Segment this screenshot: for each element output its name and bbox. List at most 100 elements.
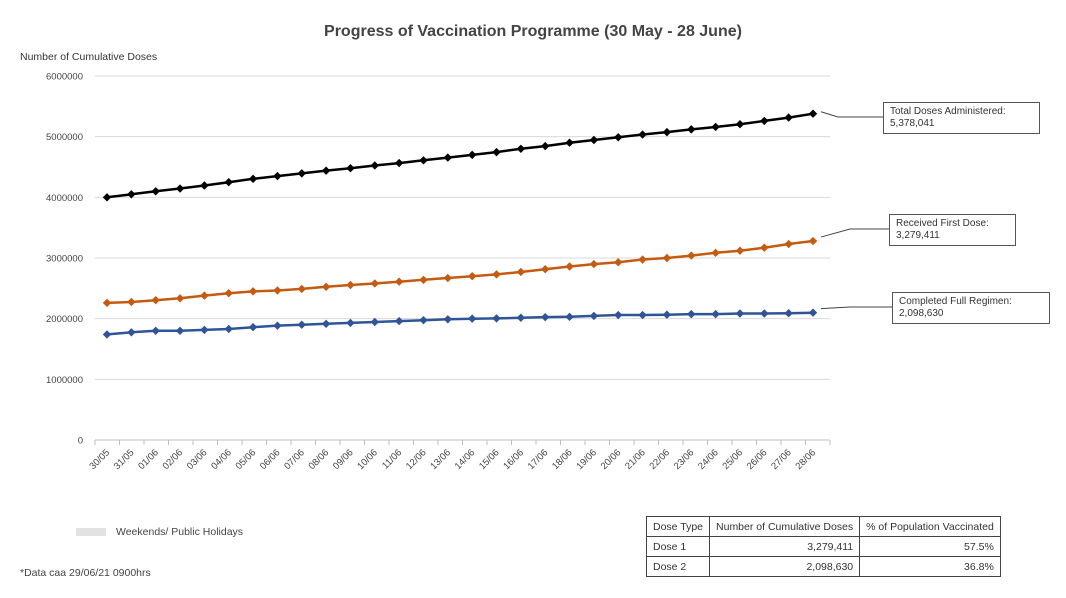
callout-leader-1 [820, 111, 883, 118]
data-point [175, 326, 185, 335]
data-point [492, 270, 501, 279]
series-line-2 [106, 239, 814, 305]
data-point [687, 309, 696, 319]
y-axis-label: Number of Cumulative Doses [20, 51, 157, 63]
data-point [200, 181, 209, 190]
data-point [273, 321, 282, 330]
data-point [614, 310, 623, 320]
data-point [394, 316, 404, 326]
data-point [760, 116, 769, 126]
data-point [419, 156, 428, 165]
data-point [102, 298, 112, 308]
callout-total-doses: Total Doses Administered: 5,378,041 [883, 102, 1040, 134]
data-point [297, 169, 306, 178]
data-point [735, 120, 745, 129]
x-tick-label: 11/06 [380, 447, 404, 471]
data-point [200, 291, 209, 300]
data-point [297, 320, 306, 329]
data-point [419, 275, 428, 285]
dose-type-cell: Dose 2 [645, 556, 711, 577]
data-point [394, 277, 404, 286]
y-tick-label: 5000000 [46, 132, 83, 143]
summary-header-row: Dose Type Number of Cumulative Doses % o… [645, 516, 1001, 537]
data-point [370, 279, 379, 288]
x-tick-label: 30/05 [88, 447, 113, 472]
y-tick-label: 3000000 [46, 254, 83, 265]
table-row: Dose 2 2,098,630 36.8% [645, 556, 1001, 577]
data-point [565, 312, 574, 322]
y-tick-label: 2000000 [46, 314, 83, 325]
callout-total-value: 5,378,041 [890, 118, 935, 129]
data-point [541, 312, 550, 322]
header-dose-type: Dose Type [645, 516, 711, 537]
legend-label-weekends: Weekends/ Public Holidays [116, 526, 244, 538]
x-tick-label: 20/06 [599, 447, 624, 472]
data-point [808, 236, 818, 246]
x-tick-label: 12/06 [404, 447, 429, 472]
x-tick-label: 10/06 [355, 447, 380, 472]
data-point [102, 330, 112, 339]
data-point [687, 125, 696, 134]
data-point [127, 328, 136, 337]
x-tick-label: 15/06 [477, 447, 502, 472]
data-point [273, 171, 282, 181]
data-point [248, 322, 258, 332]
data-point [394, 158, 404, 168]
data-point [346, 318, 355, 328]
gridlines [95, 75, 830, 380]
summary-table: Dose Type Number of Cumulative Doses % o… [645, 516, 1001, 577]
callout-leader-3 [820, 306, 892, 310]
data-point [541, 265, 550, 274]
data-point [151, 295, 160, 305]
x-tick-label: 01/06 [136, 447, 161, 472]
cumulative-doses-cell: 2,098,630 [709, 556, 861, 577]
data-point [443, 153, 453, 162]
header-pct-vaccinated: % of Population Vaccinated [859, 516, 1001, 537]
callout-full-value: 2,098,630 [899, 308, 944, 319]
data-point [346, 280, 355, 290]
data-point [443, 273, 453, 283]
callout-first-dose: Received First Dose: 3,279,411 [889, 214, 1016, 246]
x-tick-label: 26/06 [745, 447, 770, 472]
data-point [638, 310, 647, 320]
cumulative-doses-cell: 3,279,411 [709, 536, 861, 557]
legend: Weekends/ Public Holidays [76, 526, 243, 538]
x-tick-label: 28/06 [794, 447, 819, 472]
data-point [419, 315, 428, 325]
data-point [321, 319, 331, 329]
x-tick-label: 06/06 [258, 447, 283, 472]
x-tick-label: 23/06 [672, 447, 697, 472]
data-point [321, 166, 331, 175]
chart-title: Progress of Vaccination Programme (30 Ma… [324, 23, 742, 40]
data-point [662, 127, 672, 137]
data-point [467, 314, 477, 323]
data-point [321, 282, 331, 292]
data-point [638, 255, 647, 264]
x-tick-label: 31/05 [112, 447, 137, 472]
data-point [589, 259, 599, 269]
x-tick-label: 09/06 [331, 447, 356, 472]
x-tick-label: 27/06 [769, 447, 794, 472]
header-cumulative-doses: Number of Cumulative Doses [709, 516, 861, 537]
data-point [711, 248, 720, 258]
data-point [760, 243, 769, 252]
x-tick-label: 18/06 [550, 447, 575, 472]
data-point [370, 317, 379, 327]
data-point [614, 133, 623, 142]
data-point [662, 310, 672, 319]
series-lines [102, 109, 818, 339]
x-tick-label: 05/06 [234, 447, 259, 472]
data-point [224, 177, 233, 187]
data-point [589, 135, 599, 145]
pct-vaccinated-cell: 36.8% [859, 556, 1001, 577]
x-tick-label: 13/06 [428, 447, 453, 472]
data-point [808, 109, 818, 118]
x-tick-label: 19/06 [574, 447, 599, 472]
callout-first-value: 3,279,411 [896, 230, 940, 241]
data-point [638, 130, 647, 139]
x-tick-label: 16/06 [501, 447, 526, 472]
data-point [175, 184, 185, 193]
x-tick-label: 08/06 [307, 447, 332, 472]
data-point [516, 267, 526, 277]
data-point [346, 164, 355, 173]
